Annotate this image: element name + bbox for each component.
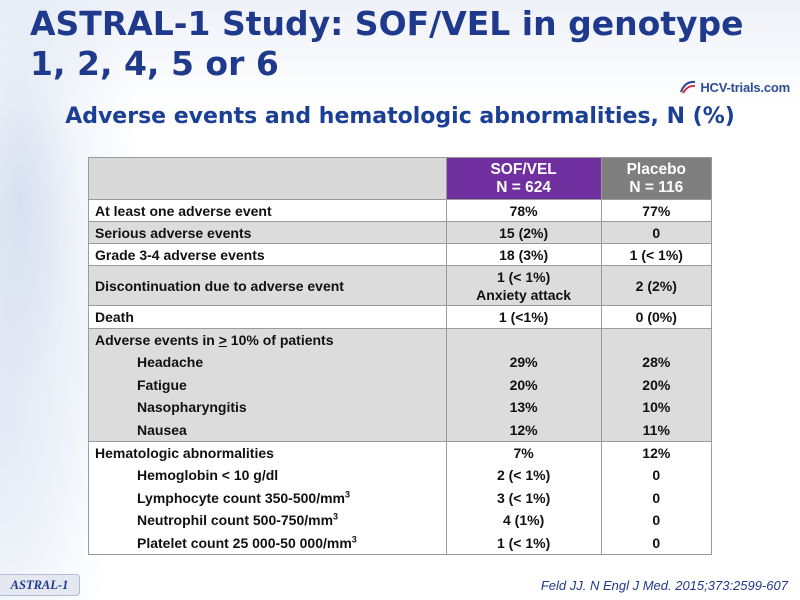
table-header-row: SOF/VEL N = 624 Placebo N = 116: [88, 157, 713, 200]
sub-item-text: Platelet count 25 000-50 000/mm: [137, 534, 352, 551]
header-sof-vel-name: SOF/VEL: [490, 160, 557, 178]
placebo-value: 2 (2%): [600, 265, 713, 306]
row-label: Death: [88, 305, 447, 329]
sof-values: 7% 2 (< 1%) 3 (< 1%) 4 (1%) 1 (< 1%): [445, 441, 602, 555]
sub-item-label: Headache: [137, 354, 204, 370]
table-row-group-adverse-events: Adverse events in > 10% of patients Head…: [88, 328, 713, 442]
group-heading: Hematologic abnormalities: [95, 445, 274, 461]
table-row-group-hematologic: Hematologic abnormalities Hemoglobin < 1…: [88, 441, 713, 555]
sub-item-label: Neutrophil count 500-750/mm3: [95, 509, 440, 532]
sub-item-label: Platelet count 25 000-50 000/mm3: [95, 532, 440, 555]
sof-values: 29% 20% 13% 12%: [445, 328, 602, 442]
sof-value: 20%: [509, 376, 538, 393]
hcv-trials-logo: HCV-trials.com: [679, 78, 790, 96]
table-row: Serious adverse events 15 (2%) 0: [88, 221, 713, 244]
sub-item-text: Lymphocyte count 350-500/mm: [137, 489, 345, 506]
sub-item-label: Hemoglobin < 10 g/dl: [95, 464, 440, 487]
sof-value: 4 (1%): [503, 512, 545, 528]
placebo-value: 10%: [642, 399, 671, 415]
placebo-value: 1 (< 1%): [600, 243, 713, 266]
sof-value-main: 1 (< 1%): [496, 268, 551, 285]
group-labels: Hematologic abnormalities Hemoglobin < 1…: [88, 441, 447, 555]
sof-value: 15 (2%): [445, 221, 602, 244]
placebo-value: 0: [652, 467, 661, 483]
table-row: At least one adverse event 78% 77%: [88, 199, 713, 222]
sof-value: 1 (<1%): [445, 305, 602, 329]
table-row: Grade 3-4 adverse events 18 (3%) 1 (< 1%…: [88, 243, 713, 266]
sof-value: 13%: [509, 399, 538, 415]
sof-value: 1 (< 1%) Anxiety attack: [445, 265, 602, 306]
placebo-value: 12%: [642, 445, 671, 461]
placebo-value: 28%: [642, 354, 671, 370]
sub-item-text: Neutrophil count 500-750/mm: [137, 512, 334, 528]
group-heading: Adverse events in > 10% of patients: [95, 329, 440, 351]
sub-item-label: Fatigue: [137, 376, 187, 393]
empty-line: [447, 329, 601, 351]
header-sof-vel-n: N = 624: [496, 178, 551, 196]
sub-item-text: Hemoglobin < 10 g/dl: [137, 467, 279, 483]
table-row: Discontinuation due to adverse event 1 (…: [88, 265, 713, 306]
sof-value: 2 (< 1%): [496, 467, 551, 483]
sof-value: 1 (< 1%): [496, 534, 551, 551]
group-heading-suffix: 10% of patients: [226, 332, 334, 348]
placebo-value: 0: [600, 221, 713, 244]
placebo-values: 12% 0 0 0 0: [600, 441, 713, 555]
placebo-value: 0: [652, 512, 661, 528]
header-blank-cell: [88, 157, 447, 200]
superscript: 3: [333, 511, 339, 522]
adverse-events-table: SOF/VEL N = 624 Placebo N = 116 At least…: [88, 157, 713, 555]
slide-title: ASTRAL-1 Study: SOF/VEL in genotype 1, 2…: [30, 4, 744, 83]
placebo-value: 0 (0%): [600, 305, 713, 329]
placebo-value: 0: [652, 489, 661, 506]
placebo-value: 11%: [642, 421, 670, 438]
group-heading-prefix: Adverse events in: [95, 332, 219, 348]
placebo-value: 77%: [600, 199, 713, 222]
row-label: At least one adverse event: [88, 199, 447, 222]
placebo-value: 20%: [642, 376, 671, 393]
group-heading-symbol: >: [218, 332, 227, 348]
sub-item-label: Lymphocyte count 350-500/mm3: [95, 487, 440, 510]
superscript: 3: [351, 533, 357, 544]
sof-value: 78%: [445, 199, 602, 222]
header-placebo: Placebo N = 116: [600, 157, 713, 200]
sof-value: 29%: [509, 354, 538, 370]
study-badge: ASTRAL-1: [0, 574, 80, 596]
table-row: Death 1 (<1%) 0 (0%): [88, 305, 713, 329]
empty-line: [602, 329, 711, 351]
reference-citation: Feld JJ. N Engl J Med. 2015;373:2599-607: [540, 578, 788, 593]
sub-item-label: Nausea: [137, 421, 187, 438]
header-sof-vel: SOF/VEL N = 624: [445, 157, 602, 200]
group-labels: Adverse events in > 10% of patients Head…: [88, 328, 447, 442]
sof-value: 18 (3%): [445, 243, 602, 266]
header-placebo-n: N = 116: [629, 178, 684, 196]
row-label: Serious adverse events: [88, 221, 447, 244]
sof-value-note: Anxiety attack: [476, 286, 572, 303]
row-label: Discontinuation due to adverse event: [88, 265, 447, 306]
superscript: 3: [345, 488, 351, 499]
header-placebo-name: Placebo: [626, 160, 687, 178]
placebo-values: 28% 20% 10% 11%: [600, 328, 713, 442]
logo-text: HCV-trials.com: [700, 79, 790, 95]
sof-value: 3 (< 1%): [496, 489, 551, 506]
logo-icon: [680, 80, 696, 94]
sub-item-label: Nasopharyngitis: [137, 399, 247, 415]
sof-value: 7%: [513, 445, 534, 461]
sof-value: 12%: [509, 421, 538, 438]
placebo-value: 0: [652, 534, 661, 551]
slide-subtitle: Adverse events and hematologic abnormali…: [65, 104, 735, 129]
row-label: Grade 3-4 adverse events: [88, 243, 447, 266]
